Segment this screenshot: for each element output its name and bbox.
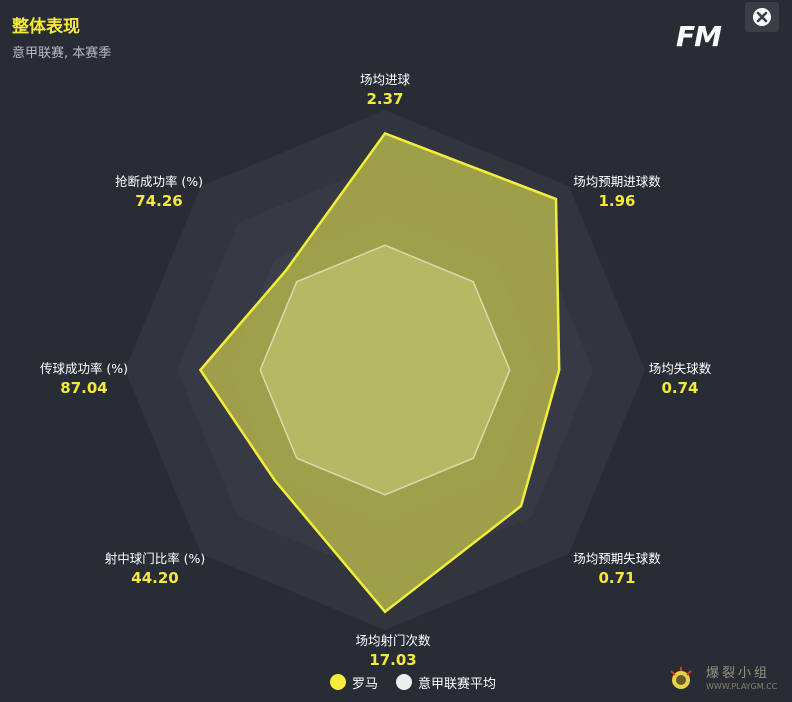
axis-label-3: 场均预期失球数 xyxy=(573,551,661,566)
axis-value-2: 0.74 xyxy=(661,379,698,397)
legend-dot-team xyxy=(330,674,346,690)
axis-value-4: 17.03 xyxy=(369,651,416,669)
axis-label-7: 抢断成功率 (%) xyxy=(115,174,203,189)
page-subtitle: 意甲联赛, 本赛季 xyxy=(12,46,112,61)
watermark-logo-icon xyxy=(670,667,692,689)
legend-label-team: 罗马 xyxy=(352,676,379,692)
fm-logo: FM xyxy=(676,20,722,53)
series-average-area xyxy=(259,244,511,496)
legend-label-average: 意甲联赛平均 xyxy=(418,676,497,692)
axis-value-5: 44.20 xyxy=(131,569,178,587)
close-icon xyxy=(753,8,771,26)
axis-value-7: 74.26 xyxy=(135,192,182,210)
axis-label-4: 场均射门次数 xyxy=(355,633,431,648)
axis-label-1: 场均预期进球数 xyxy=(573,174,661,189)
axis-label-0: 场均进球 xyxy=(360,72,411,87)
watermark-text: 爆裂小组 xyxy=(706,666,771,681)
close-button[interactable] xyxy=(745,2,779,32)
axis-value-1: 1.96 xyxy=(598,192,635,210)
legend-item-team[interactable]: 罗马 xyxy=(330,673,378,692)
watermark-url: WWW.PLAYGM.CC xyxy=(706,682,778,691)
axis-value-6: 87.04 xyxy=(60,379,107,397)
legend: 罗马 意甲联赛平均 xyxy=(330,672,506,692)
watermark: 爆裂小组 WWW.PLAYGM.CC xyxy=(668,662,788,698)
legend-item-average[interactable]: 意甲联赛平均 xyxy=(396,673,496,692)
axis-label-5: 射中球门比率 (%) xyxy=(105,551,206,566)
legend-dot-average xyxy=(396,674,413,690)
axis-value-3: 0.71 xyxy=(598,569,635,587)
axis-value-0: 2.37 xyxy=(366,90,403,108)
axis-label-6: 传球成功率 (%) xyxy=(40,361,128,376)
page-title: 整体表现 xyxy=(12,17,80,37)
axis-label-2: 场均失球数 xyxy=(649,361,712,376)
